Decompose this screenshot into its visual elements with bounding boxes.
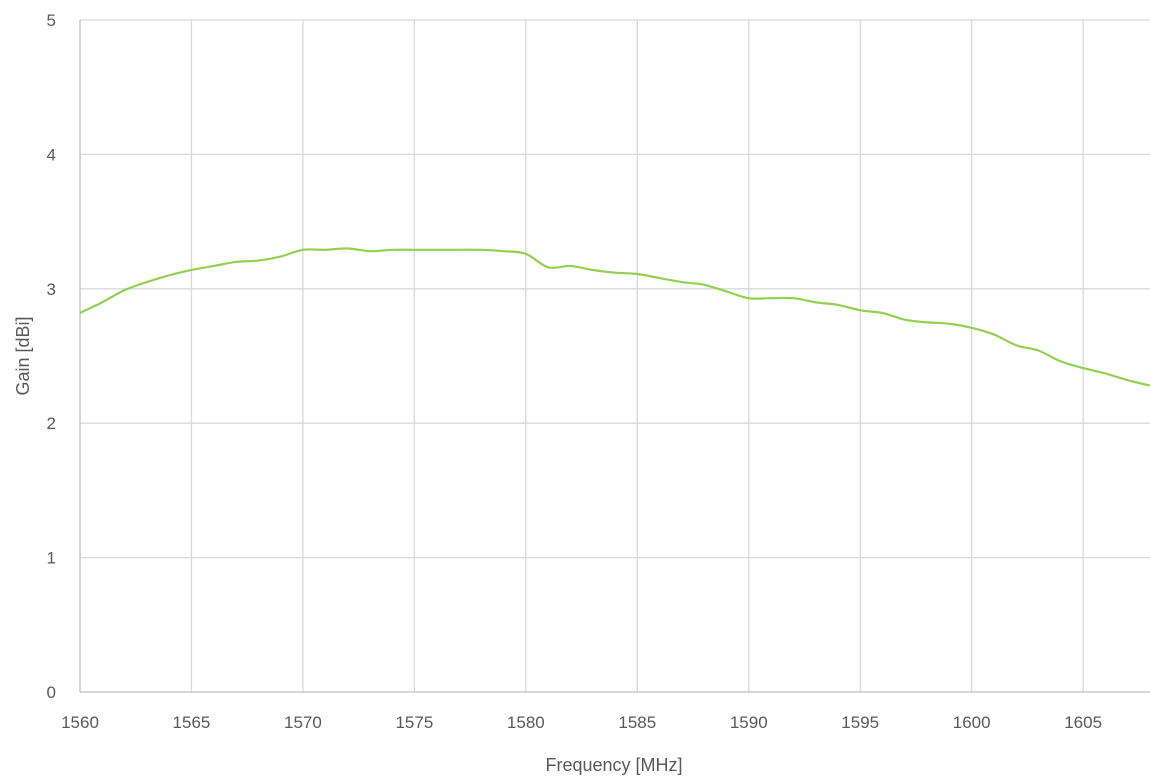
x-tick-label: 1580 xyxy=(507,713,545,732)
x-tick-label: 1590 xyxy=(730,713,768,732)
x-tick-label: 1560 xyxy=(61,713,99,732)
gain-series-line xyxy=(79,247,1150,387)
y-axis-title: Gain [dBi] xyxy=(13,316,33,395)
y-tick-label: 0 xyxy=(47,683,56,702)
y-tick-label: 5 xyxy=(47,11,56,30)
x-tick-label: 1570 xyxy=(284,713,322,732)
series xyxy=(79,247,1150,387)
y-tick-label: 2 xyxy=(47,414,56,433)
grid xyxy=(80,19,1150,692)
x-axis-title: Frequency [MHz] xyxy=(545,755,682,775)
x-tick-label: 1600 xyxy=(953,713,991,732)
x-tick-label: 1565 xyxy=(173,713,211,732)
x-tick-label: 1595 xyxy=(841,713,879,732)
tick-labels: 0 1 2 3 4 5 1560 1565 1570 1575 1580 1585 1590 1595 16… xyxy=(47,11,1103,732)
axes xyxy=(79,20,1150,693)
y-tick-label: 4 xyxy=(47,145,56,164)
y-tick-label: 3 xyxy=(47,280,56,299)
y-tick-label: 1 xyxy=(47,549,56,568)
x-tick-label: 1575 xyxy=(395,713,433,732)
x-tick-label: 1605 xyxy=(1064,713,1102,732)
x-tick-label: 1585 xyxy=(618,713,656,732)
